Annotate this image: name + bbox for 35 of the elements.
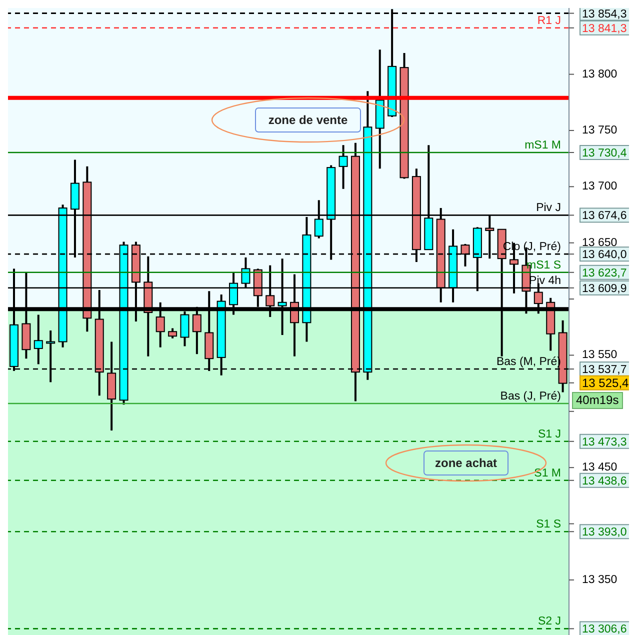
y-tick-label: 13 609,9 (582, 282, 627, 295)
y-tick-label: 13 800 (582, 68, 618, 80)
candlestick (34, 314, 43, 366)
y-tick-label: 13 550 (582, 349, 618, 362)
ref-line-label: mS1 M (524, 140, 561, 152)
y-tick-label: 13 750 (582, 124, 618, 136)
y-tick-label: 13 525,4 (582, 376, 630, 390)
y-tick-label: 13 700 (582, 180, 618, 193)
y-tick-label: 13 473,3 (582, 436, 627, 448)
y-tick-label: 13 623,7 (582, 267, 627, 280)
ref-line-label: S1 J (538, 428, 561, 440)
y-tick-label: 13 350 (582, 574, 618, 586)
annotation: zone achat (434, 456, 498, 470)
y-tick-label: 13 393,0 (582, 526, 627, 539)
y-tick-label: 13 841,3 (582, 22, 627, 35)
y-tick-label: 13 854,3 (582, 8, 627, 20)
ref-line-label: mS1 S (526, 259, 562, 272)
annotation: zone de vente (268, 113, 348, 127)
ref-line-label: R1 J (537, 14, 561, 27)
y-tick-label: 13 730,4 (582, 148, 628, 160)
candlestick (168, 327, 178, 340)
ref-line-label: S1 M (534, 467, 561, 480)
y-tick-label: 13 537,7 (582, 364, 627, 376)
ref-line-label: Piv J (536, 202, 561, 214)
y-tick-label: 13 650 (582, 236, 618, 249)
y-tick-label: 13 640,0 (582, 249, 627, 262)
ref-line-label: Bas (J, Pré) (500, 390, 562, 403)
ref-line-label: S2 J (538, 616, 561, 628)
text: 40m19s (572, 392, 623, 409)
y-tick-label: 13 674,6 (582, 210, 627, 222)
y-tick-label: 13 450 (582, 462, 618, 474)
y-tick-label: 13 438,6 (582, 475, 627, 488)
candlestick (338, 144, 348, 190)
y-tick-label: 13 306,6 (582, 624, 627, 635)
ref-line-label: S1 S (536, 518, 562, 531)
